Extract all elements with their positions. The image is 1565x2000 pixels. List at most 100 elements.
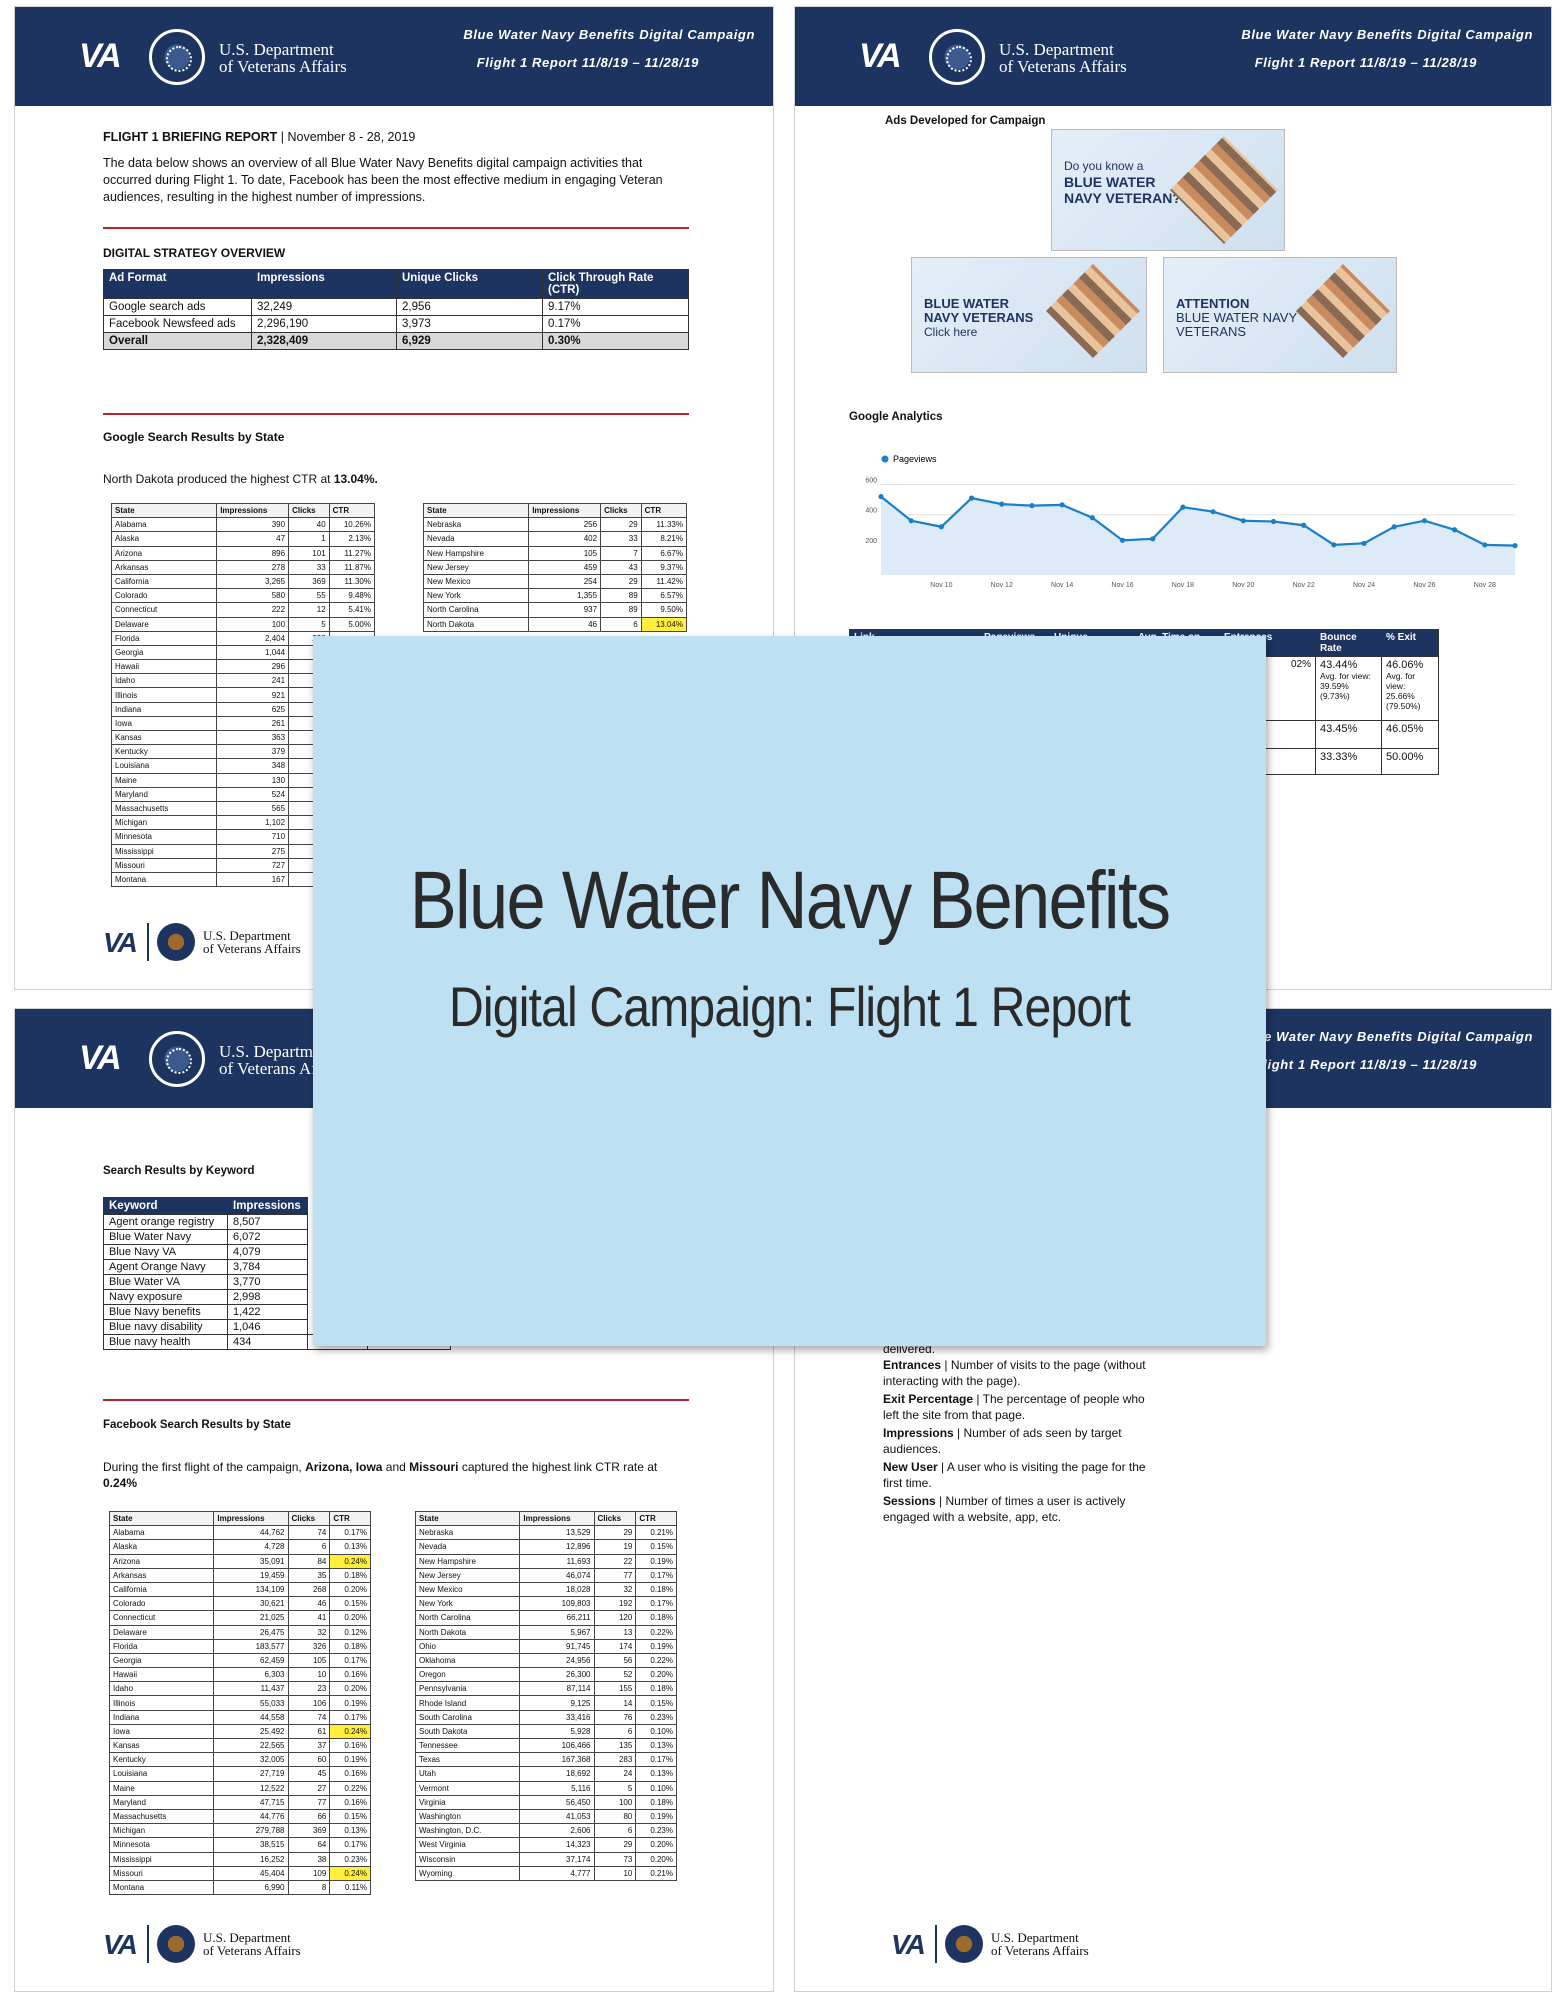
col-header: Bounce Rate <box>1315 629 1382 657</box>
cell: 2.13% <box>328 531 376 547</box>
divider <box>103 1399 689 1401</box>
col-header: CTR <box>635 1510 677 1527</box>
x-tick-label: Nov 12 <box>991 582 1013 587</box>
table-row: Colorado 30,621 46 0.15% <box>108 1596 371 1612</box>
table-row: Massachusetts 44,776 66 0.15% <box>108 1808 371 1825</box>
header-row: State Impressions Clicks CTR <box>414 1510 677 1527</box>
data-point <box>1059 502 1065 508</box>
table-row: Navy exposure 2,998 <box>103 1289 451 1305</box>
cell: 8 <box>287 1879 331 1896</box>
cell: 222 <box>216 602 290 618</box>
cell: Alabama <box>110 517 218 533</box>
table-row: Oklahoma 24,956 56 0.22% <box>414 1652 677 1669</box>
table-row: Agent orange registry 8,507 <box>103 1214 451 1230</box>
cell: 45,404 <box>213 1865 289 1881</box>
cell: 6,072 <box>227 1229 308 1245</box>
va-seal-icon <box>157 1925 195 1963</box>
cell: Agent orange registry <box>103 1214 228 1230</box>
cell: Idaho <box>110 673 218 689</box>
overall-row: Overall 2,328,409 6,929 0.30% <box>103 332 689 350</box>
table-row: Iowa 25,492 61 0.24% <box>108 1723 371 1740</box>
cell: 8.21% <box>640 531 688 547</box>
cell: Oklahoma <box>414 1652 521 1669</box>
cell: Iowa <box>110 715 218 732</box>
cell: 109 <box>287 1865 331 1881</box>
cell: Georgia <box>110 644 218 661</box>
y-tick-label: 600 <box>865 478 877 485</box>
flight-dates: Flight 1 Report 11/8/19 – 11/28/19 <box>1254 55 1477 70</box>
cell: Overall <box>103 332 252 350</box>
table-row: Nebraska 256 29 11.33% <box>422 517 688 533</box>
col-header: Ad Format <box>103 269 252 299</box>
cell: 6.57% <box>640 588 688 604</box>
col-header: State <box>108 1510 215 1527</box>
table-row: Mississippi 16,252 38 0.23% <box>108 1851 371 1867</box>
cell: Nebraska <box>422 517 530 533</box>
cell: 0.20% <box>635 1667 677 1683</box>
dept-name: U.S. Department of Veterans Affairs <box>219 40 347 76</box>
col-header: State <box>414 1510 521 1527</box>
table-row: Kansas 22,565 37 0.16% <box>108 1737 371 1754</box>
cell: Kansas <box>110 729 218 746</box>
cell: Wyoming <box>414 1865 521 1881</box>
cell: 0.17% <box>542 315 689 333</box>
cell: Massachusetts <box>110 800 218 817</box>
cell: 9,125 <box>519 1695 595 1711</box>
cell: Hawaii <box>110 659 218 675</box>
cell: 66 <box>287 1808 331 1825</box>
cell: 6 <box>593 1823 637 1839</box>
cell: 16,252 <box>213 1851 289 1867</box>
cell: 0.18% <box>329 1567 371 1583</box>
cell: 9.48% <box>328 588 376 604</box>
cell: 74 <box>287 1525 331 1541</box>
data-point <box>1361 540 1367 546</box>
cell: 0.19% <box>329 1752 371 1768</box>
divider <box>103 227 689 229</box>
header-row: State Impressions Clicks CTR <box>108 1510 371 1527</box>
cell: 390 <box>216 517 290 533</box>
cell: 0.17% <box>329 1837 371 1853</box>
table-row: Illinois 55,033 106 0.19% <box>108 1695 371 1711</box>
col-header: State <box>422 502 530 519</box>
cell: Massachusetts <box>108 1808 215 1825</box>
divider <box>147 1925 149 1963</box>
cell: 5.00% <box>328 616 376 632</box>
x-tick-label: Nov 20 <box>1232 582 1254 587</box>
cell: 32,249 <box>251 298 397 316</box>
google-note: North Dakota produced the highest CTR at… <box>103 472 378 486</box>
cell: 26,300 <box>519 1667 595 1683</box>
table-row: Washington 41,053 80 0.19% <box>414 1808 677 1825</box>
table-row: South Carolina 33,416 76 0.23% <box>414 1709 677 1725</box>
glossary: delivered. Entrances | Number of visits … <box>883 1341 1153 1527</box>
data-point <box>968 495 975 501</box>
data-point <box>1512 543 1518 549</box>
cell: 0.23% <box>635 1823 677 1839</box>
cell: 5,116 <box>519 1780 595 1796</box>
table-row: Colorado 580 55 9.48% <box>110 588 376 604</box>
va-logo: VA <box>79 37 122 75</box>
keyword-heading: Search Results by Keyword <box>103 1165 255 1177</box>
cell: 89 <box>600 588 642 604</box>
data-point <box>1240 518 1246 524</box>
glossary-item: Sessions | Number of times a user is act… <box>883 1494 1126 1524</box>
cell: 13.04% <box>640 616 688 632</box>
cell: 0.23% <box>635 1709 677 1725</box>
dept-name: U.S. Department of Veterans Affairs <box>991 1930 1089 1958</box>
data-point <box>1150 536 1156 542</box>
cell: 12,522 <box>213 1780 289 1796</box>
page-header: VA U.S. Department of Veterans Affairs Bl… <box>15 7 773 106</box>
col-header: CTR <box>329 1510 371 1527</box>
table-row: Georgia 62,459 105 0.17% <box>108 1652 371 1669</box>
cell: Facebook Newsfeed ads <box>103 315 252 333</box>
analytics-heading: Google Analytics <box>849 411 943 423</box>
cell: Louisiana <box>110 758 218 774</box>
table-row: New Jersey 459 43 9.37% <box>422 559 688 575</box>
table-row: Florida 183,577 326 0.18% <box>108 1638 371 1654</box>
cell: 38,515 <box>213 1837 289 1853</box>
cell: 0.16% <box>329 1766 371 1782</box>
table-row: South Dakota 5,928 6 0.10% <box>414 1723 677 1740</box>
cell: 1 <box>288 531 330 547</box>
cell: 0.17% <box>635 1567 677 1583</box>
cover-subtitle: Digital Campaign: Flight 1 Report <box>449 975 1131 1038</box>
cell: 0.18% <box>635 1581 677 1598</box>
